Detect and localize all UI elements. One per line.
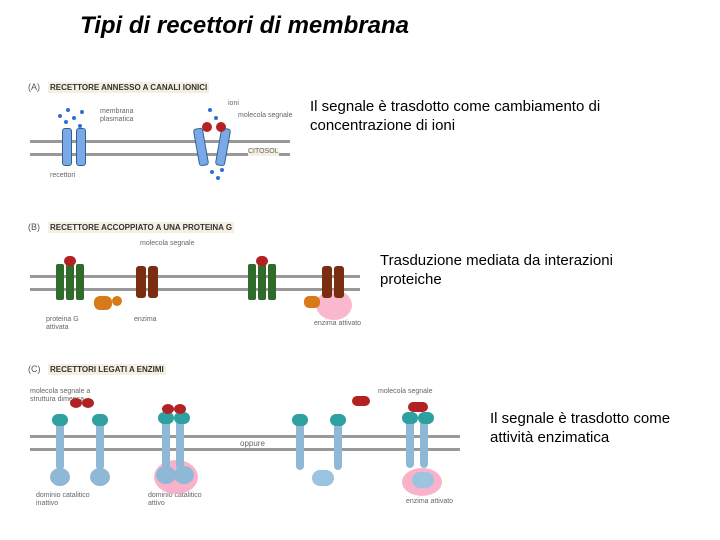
section-b-prefix: (B)	[28, 222, 40, 232]
label-c-mol: molecola segnale	[378, 388, 458, 396]
label-c-oppure: oppure	[240, 440, 265, 449]
section-a-header: RECETTORE ANNESSO A CANALI IONICI	[48, 82, 209, 93]
label-b-molecola: molecola segnale	[140, 240, 194, 248]
section-a-prefix: (A)	[28, 82, 40, 92]
section-a-desc: Il segnale è trasdotto come cambiamento …	[310, 98, 640, 136]
label-a-ioni: ioni	[228, 100, 239, 108]
label-b-enzima-att: enzima attivato	[314, 320, 364, 328]
section-c-header: RECETTORI LEGATI A ENZIMI	[48, 364, 166, 375]
label-a-citosol: CITOSOL	[248, 148, 279, 156]
section-b-header: RECETTORE ACCOPPIATO A UNA PROTEINA G	[48, 222, 234, 233]
label-a-molecola: molecola segnale	[238, 112, 298, 120]
label-c-dom-att: dominio catalitico attivo	[148, 492, 208, 507]
label-b-enzima: enzima	[134, 316, 157, 324]
section-c-prefix: (C)	[28, 364, 41, 374]
label-c-enzima-att: enzima attivato	[406, 498, 456, 506]
label-c-dom-inatt: dominio catalitico inattivo	[36, 492, 96, 507]
label-a-recettori: recettori	[50, 172, 75, 180]
label-a-membrana: membrana plasmatica	[100, 108, 150, 123]
page-title: Tipi di recettori di membrana	[80, 12, 409, 40]
label-b-proteinaG: proteina G attivata	[46, 316, 96, 331]
section-b-desc: Trasduzione mediata da interazioni prote…	[380, 252, 660, 290]
section-c-desc: Il segnale è trasdotto come attività enz…	[490, 410, 700, 448]
